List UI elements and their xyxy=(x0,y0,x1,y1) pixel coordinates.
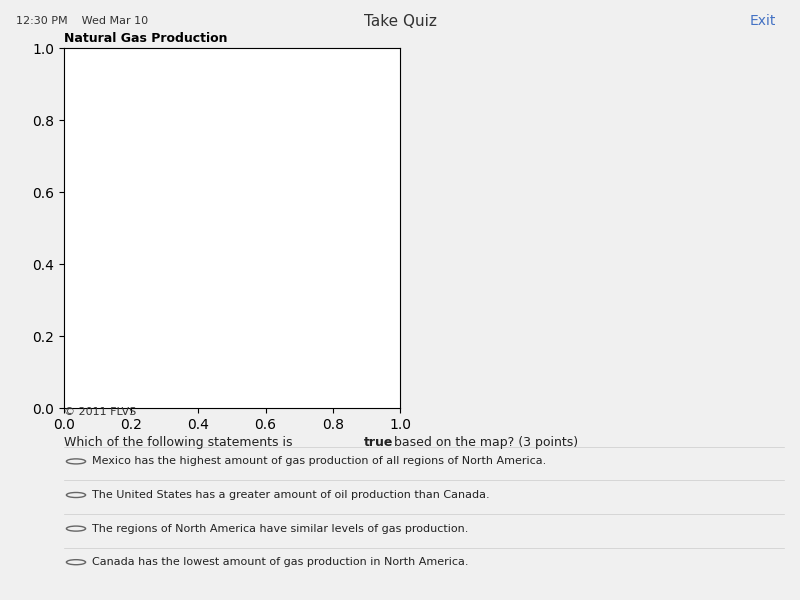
Polygon shape xyxy=(271,301,289,395)
Text: Canada has the lowest amount of gas production in North America.: Canada has the lowest amount of gas prod… xyxy=(92,557,469,567)
Bar xyxy=(158,290,181,302)
Text: Cubic Meters Per Year: Cubic Meters Per Year xyxy=(76,227,171,236)
Polygon shape xyxy=(318,50,435,110)
Polygon shape xyxy=(301,299,318,314)
Polygon shape xyxy=(254,254,278,271)
Polygon shape xyxy=(146,179,230,220)
Polygon shape xyxy=(280,314,333,395)
Text: 10,000,000,000+: 10,000,000,000+ xyxy=(98,259,152,264)
Bar xyxy=(158,256,181,268)
Polygon shape xyxy=(126,137,292,194)
Text: based on the map? (3 points): based on the map? (3 points) xyxy=(390,436,578,449)
Polygon shape xyxy=(78,50,336,152)
Text: Take Quiz: Take Quiz xyxy=(363,13,437,28)
Text: The regions of North America have similar levels of gas production.: The regions of North America have simila… xyxy=(92,524,468,533)
Text: 1,000,000+: 1,000,000+ xyxy=(115,294,152,299)
Polygon shape xyxy=(0,80,94,110)
Text: The United States has a greater amount of oil production than Canada.: The United States has a greater amount o… xyxy=(92,490,490,500)
FancyBboxPatch shape xyxy=(70,222,222,334)
Bar xyxy=(158,307,181,320)
Polygon shape xyxy=(251,254,289,301)
Point xyxy=(277,209,290,219)
Point xyxy=(303,217,316,227)
Text: Exit: Exit xyxy=(750,14,776,28)
Polygon shape xyxy=(312,239,338,254)
Bar xyxy=(158,272,181,285)
Polygon shape xyxy=(219,214,262,239)
Point xyxy=(294,212,307,221)
Text: 12:30 PM    Wed Mar 10: 12:30 PM Wed Mar 10 xyxy=(16,16,148,26)
Polygon shape xyxy=(283,284,318,314)
Polygon shape xyxy=(260,229,303,259)
Bar xyxy=(158,238,181,250)
Polygon shape xyxy=(318,334,333,343)
Point xyxy=(242,200,254,209)
Point xyxy=(271,207,284,217)
Polygon shape xyxy=(274,249,388,343)
Text: 0: 0 xyxy=(148,311,152,316)
Text: Natural Gas Production: Natural Gas Production xyxy=(64,32,227,46)
Text: 1,000,000,000+: 1,000,000,000+ xyxy=(102,277,152,281)
Text: Mexico has the highest amount of gas production of all regions of North America.: Mexico has the highest amount of gas pro… xyxy=(92,457,546,466)
Text: © 2011 FLVS: © 2011 FLVS xyxy=(64,407,136,417)
Text: true: true xyxy=(364,436,394,449)
Text: Which of the following statements is: Which of the following statements is xyxy=(64,436,297,449)
Text: 100,000,000,000+: 100,000,000,000+ xyxy=(94,242,152,247)
Polygon shape xyxy=(274,229,312,249)
